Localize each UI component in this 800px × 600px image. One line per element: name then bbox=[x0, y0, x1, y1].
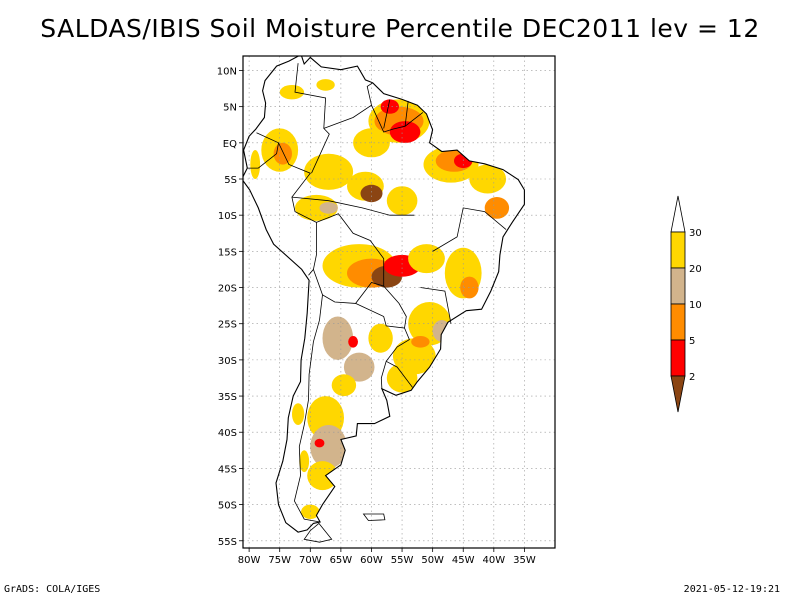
moisture-patch bbox=[368, 323, 393, 353]
country-border bbox=[432, 207, 507, 252]
lon-tick-label: 75W bbox=[268, 555, 291, 566]
moisture-patch bbox=[469, 164, 507, 194]
country-border bbox=[404, 100, 409, 127]
lon-tick-label: 65W bbox=[330, 555, 353, 566]
moisture-patch bbox=[380, 99, 399, 114]
soil-moisture-shading bbox=[250, 79, 510, 519]
colorbar-label: 20 bbox=[689, 264, 702, 275]
moisture-patch bbox=[310, 425, 347, 469]
country-border bbox=[420, 287, 452, 324]
moisture-patch bbox=[299, 450, 310, 473]
country-border bbox=[313, 269, 384, 304]
colorbar-label: 10 bbox=[689, 300, 702, 311]
colorbar-triangle-bottom bbox=[670, 375, 686, 413]
country-border bbox=[291, 196, 415, 216]
country-border bbox=[383, 99, 391, 129]
colorbar-legend: 30 20 10 5 2 bbox=[670, 195, 702, 413]
lat-tick-label: 10N bbox=[217, 66, 237, 77]
lon-tick-label: 45W bbox=[452, 555, 475, 566]
moisture-patch bbox=[432, 320, 451, 342]
footer-timestamp: 2021-05-12-19:21 bbox=[683, 584, 780, 595]
footer-credit: GrADS: COLA/IGES bbox=[4, 584, 101, 595]
country-border bbox=[278, 142, 317, 276]
country-border bbox=[371, 105, 424, 133]
moisture-patch bbox=[314, 438, 325, 448]
lat-tick-label: 55S bbox=[218, 537, 237, 548]
moisture-patch bbox=[484, 197, 510, 219]
lat-tick-label: 15S bbox=[218, 247, 237, 258]
country-borders bbox=[247, 63, 507, 543]
moisture-patch bbox=[307, 461, 338, 491]
moisture-patch bbox=[411, 336, 430, 348]
lat-tick-label: 45S bbox=[218, 464, 237, 475]
page-title: SALDAS/IBIS Soil Moisture Percentile DEC… bbox=[40, 14, 760, 43]
lat-tick-label: 30S bbox=[218, 356, 237, 367]
moisture-patch bbox=[319, 202, 338, 214]
moisture-patch bbox=[273, 142, 292, 165]
island-outline bbox=[303, 522, 333, 543]
colorbar-swatch bbox=[670, 303, 686, 341]
colorbar-label: 30 bbox=[689, 228, 702, 239]
country-border bbox=[316, 213, 385, 287]
moisture-patch bbox=[279, 85, 305, 100]
country-border bbox=[385, 327, 410, 362]
colorbar-swatch bbox=[670, 339, 686, 377]
country-border bbox=[380, 361, 387, 389]
map-frame bbox=[242, 55, 556, 549]
island-outline bbox=[362, 513, 386, 521]
lon-tick-label: 35W bbox=[513, 555, 536, 566]
colorbar-label: 5 bbox=[689, 336, 695, 347]
country-border bbox=[386, 360, 413, 388]
lat-tick-label: EQ bbox=[223, 139, 237, 150]
country-border bbox=[294, 63, 330, 174]
lon-tick-label: 55W bbox=[391, 555, 414, 566]
colorbar-swatch bbox=[670, 267, 686, 305]
colorbar-label: 2 bbox=[689, 372, 695, 383]
moisture-patch bbox=[322, 316, 354, 360]
lat-tick-label: 35S bbox=[218, 392, 237, 403]
moisture-patch bbox=[292, 403, 305, 425]
moisture-patch bbox=[250, 150, 261, 179]
moisture-patch bbox=[386, 363, 418, 393]
moisture-patch bbox=[331, 374, 357, 397]
moisture-patch bbox=[295, 194, 338, 221]
moisture-patch bbox=[348, 336, 358, 348]
lat-tick-label: 5S bbox=[224, 175, 237, 186]
axis-ticks: 80W 75W 70W 65W 60W 55W 50W 45W 40W 35W 10N 5N EQ 5S 1… bbox=[217, 66, 536, 566]
country-border bbox=[293, 294, 323, 523]
moisture-patch bbox=[408, 244, 445, 274]
moisture-patch bbox=[304, 153, 354, 190]
south-america-coastline bbox=[243, 56, 525, 533]
lat-lon-grid bbox=[243, 56, 555, 548]
lat-tick-label: 20S bbox=[218, 284, 237, 295]
lat-tick-label: 40S bbox=[218, 428, 237, 439]
moisture-patch bbox=[316, 79, 335, 91]
country-border bbox=[355, 285, 407, 329]
lat-tick-label: 5N bbox=[223, 103, 237, 114]
lon-tick-label: 80W bbox=[238, 555, 261, 566]
country-border bbox=[323, 82, 373, 129]
lon-tick-label: 50W bbox=[421, 555, 444, 566]
lat-tick-label: 10S bbox=[218, 211, 237, 222]
colorbar-triangle-top bbox=[670, 195, 686, 233]
lon-tick-label: 60W bbox=[360, 555, 383, 566]
lat-tick-label: 25S bbox=[218, 320, 237, 331]
colorbar-swatch bbox=[670, 231, 686, 269]
lat-tick-label: 50S bbox=[218, 501, 237, 512]
moisture-patch bbox=[360, 184, 383, 203]
moisture-patch bbox=[389, 121, 421, 143]
country-border bbox=[247, 132, 279, 169]
lon-tick-label: 40W bbox=[483, 555, 506, 566]
lon-tick-label: 70W bbox=[299, 555, 322, 566]
